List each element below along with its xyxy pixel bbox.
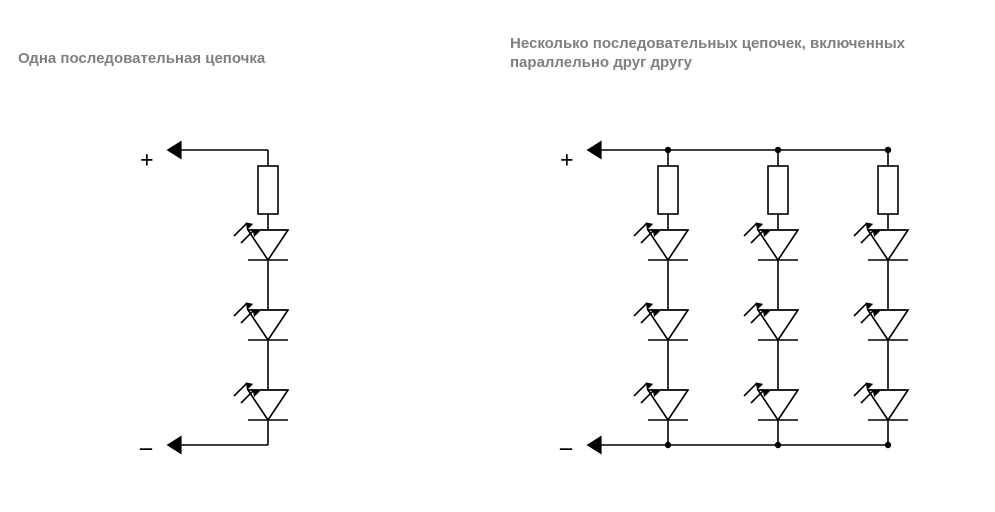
circuit-diagram [0,0,995,512]
